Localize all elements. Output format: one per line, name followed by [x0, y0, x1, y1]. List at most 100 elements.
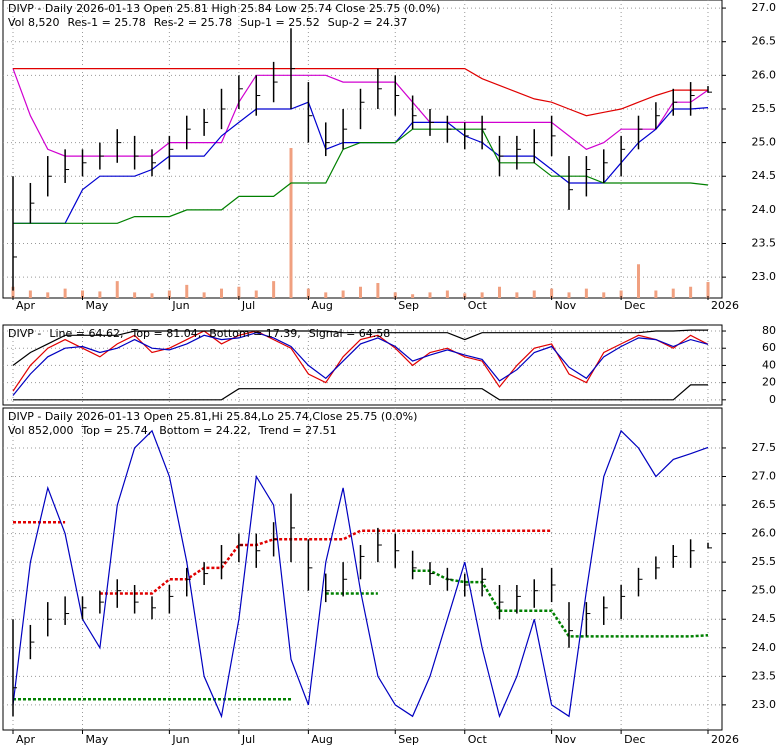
volume-bar: [428, 292, 432, 298]
volume-bar: [480, 292, 484, 298]
x-tick-label: May: [86, 299, 109, 312]
volume-bar: [550, 288, 554, 298]
volume-bar: [185, 284, 189, 298]
header-text: Vol 852,000: [8, 424, 73, 437]
level-line: [13, 68, 708, 117]
y-tick-label: 24.5: [752, 169, 777, 182]
y-tick-label: 26.5: [752, 35, 777, 48]
y-tick-label: 24.0: [752, 203, 777, 216]
y-tick-label: 27.0: [752, 470, 777, 483]
header-text: Sup-2 = 24.37: [328, 16, 408, 29]
y-tick-label: 25.0: [752, 584, 777, 597]
header-text: DIVP - Daily 2026-01-13 Open 25.81 High …: [8, 2, 440, 15]
x-tick-label: Aug: [311, 299, 332, 312]
y-tick-label: 24.5: [752, 612, 777, 625]
y-tick-label: 23.0: [752, 270, 777, 283]
x-tick-label: Sep: [398, 299, 419, 312]
volume-bar: [11, 286, 15, 298]
y-tick-label: 20: [762, 376, 776, 389]
y-tick-label: 26.5: [752, 498, 777, 511]
volume-bar: [272, 281, 276, 298]
volume-bar: [619, 290, 623, 298]
volume-bar: [115, 281, 119, 298]
y-tick-label: 26.0: [752, 527, 777, 540]
x-tick-label: Sep: [398, 733, 419, 745]
volume-bar: [254, 290, 258, 298]
volume-bar: [289, 148, 293, 298]
volume-bar: [498, 286, 501, 298]
y-tick-label: 40: [762, 358, 776, 371]
y-tick-label: 27.0: [752, 1, 777, 14]
volume-bar: [671, 288, 675, 298]
volume-bar: [237, 286, 241, 298]
volume-bar: [81, 290, 84, 298]
x-tick-label: Nov: [555, 299, 577, 312]
x-tick-label: Nov: [555, 733, 577, 745]
x-tick-label: Dec: [624, 299, 645, 312]
volume-bar: [98, 291, 102, 298]
header-text: Line = 64.62,: [49, 327, 123, 340]
header-text: Signal = 64.58: [309, 327, 391, 340]
header-text: DIVP -: [8, 327, 41, 340]
y-tick-label: 0: [769, 393, 776, 406]
volume-bar: [324, 292, 328, 298]
level-line: [12, 68, 709, 157]
volume-bar: [150, 293, 154, 298]
x-tick-label: 2026: [711, 733, 739, 745]
y-tick-label: 24.0: [752, 641, 777, 654]
header-text: Res-1 = 25.78: [67, 16, 145, 29]
volume-bar: [306, 288, 310, 298]
y-tick-label: 25.0: [752, 136, 777, 149]
header-text: Res-2 = 25.78: [154, 16, 232, 29]
volume-bar: [689, 286, 693, 298]
volume-bar: [46, 292, 50, 298]
header-text: Top = 81.04,: [130, 327, 201, 340]
volume-bar: [463, 293, 467, 298]
volume-bar: [63, 288, 67, 298]
x-tick-label: Apr: [16, 733, 36, 745]
volume-bar: [202, 292, 206, 298]
volume-bar: [393, 292, 397, 298]
volume-bar: [654, 290, 658, 298]
y-tick-label: 25.5: [752, 102, 777, 115]
header-text: Sup-1 = 25.52: [240, 16, 320, 29]
volume-bar: [602, 292, 606, 298]
header-text: Trend = 27.51: [258, 424, 337, 437]
oscillator-line: [13, 384, 708, 401]
trend-line: [12, 429, 709, 719]
volume-bar: [220, 288, 223, 298]
y-tick-label: 25.5: [752, 555, 777, 568]
header-text: DIVP - Daily 2026-01-13 Open 25.81,Hi 25…: [8, 410, 417, 423]
y-tick-label: 60: [762, 341, 776, 354]
volume-bar: [706, 282, 710, 298]
x-tick-label: Jun: [171, 733, 189, 745]
volume-bar: [515, 292, 519, 298]
volume-bar: [445, 290, 449, 298]
x-tick-label: Jul: [241, 299, 255, 312]
level-line: [13, 128, 709, 224]
x-tick-label: Aug: [311, 733, 332, 745]
oscillator-line: [12, 330, 709, 392]
volume-bar: [359, 286, 362, 298]
header-text: Bottom = 24.22,: [159, 424, 251, 437]
x-tick-label: Dec: [624, 733, 645, 745]
header-text: Top = 25.74,: [80, 424, 151, 437]
volume-bar: [532, 290, 536, 298]
volume-bar: [584, 288, 588, 298]
oscillator-line: [12, 329, 708, 366]
header-text: Vol 8,520: [8, 16, 59, 29]
y-tick-label: 23.0: [752, 698, 777, 711]
y-tick-label: 23.5: [752, 669, 777, 682]
oscillator-line: [12, 332, 709, 396]
panel-frame: [2, 0, 723, 299]
header-text: Bottom = 17.39,: [209, 327, 301, 340]
x-tick-label: Oct: [468, 299, 488, 312]
x-tick-label: Apr: [16, 299, 36, 312]
volume-bar: [637, 264, 640, 298]
volume-bar: [376, 283, 380, 298]
volume-bar: [133, 292, 137, 298]
volume-bar: [341, 290, 345, 298]
x-tick-label: Oct: [468, 733, 488, 745]
y-tick-label: 23.5: [752, 237, 777, 250]
